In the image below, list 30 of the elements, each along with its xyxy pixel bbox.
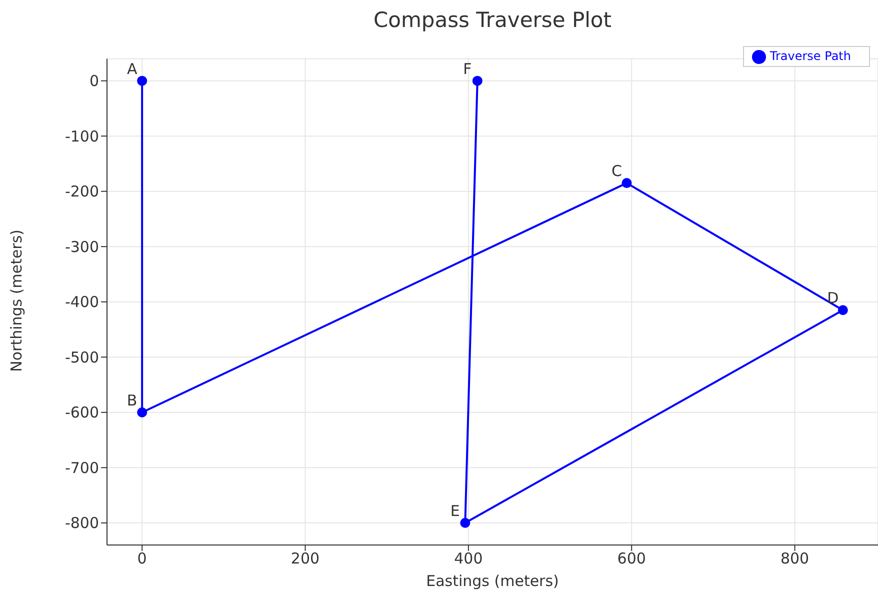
x-tick-label: 200 (290, 550, 320, 568)
annotation: B (126, 391, 138, 410)
y-tick-label: -800 (64, 514, 99, 532)
annotation: C (611, 162, 622, 180)
annotation: E (450, 502, 460, 520)
x-axis-title: Eastings (meters) (426, 572, 559, 590)
point (137, 407, 148, 418)
point (472, 76, 482, 86)
y-tick-label: -600 (64, 404, 99, 422)
x-tick-label: 400 (454, 550, 483, 568)
legend-label: Traverse Path (770, 49, 851, 63)
point (838, 305, 848, 316)
annotation: A (126, 60, 138, 78)
y-tick-label: -700 (64, 458, 99, 477)
chart-title: Compass Traverse Plot (372, 8, 613, 32)
y-tick-label: -400 (64, 293, 99, 312)
y-axis-title: Northings (meters) (7, 229, 26, 372)
x-tick-label: 600 (617, 550, 646, 568)
annotation: F (463, 60, 472, 78)
point (460, 518, 470, 528)
y-tick-label: -500 (64, 348, 99, 366)
annotation: D (827, 289, 839, 308)
x-tick-label: 800 (780, 550, 810, 568)
y-tick-label: -100 (64, 127, 99, 146)
point (622, 178, 632, 188)
y-tick-label: -200 (64, 182, 99, 201)
y-tick-label: 0 (89, 72, 99, 90)
x-tick-label: 0 (137, 550, 147, 568)
y-tick-label: -300 (64, 238, 99, 256)
point (137, 76, 148, 86)
